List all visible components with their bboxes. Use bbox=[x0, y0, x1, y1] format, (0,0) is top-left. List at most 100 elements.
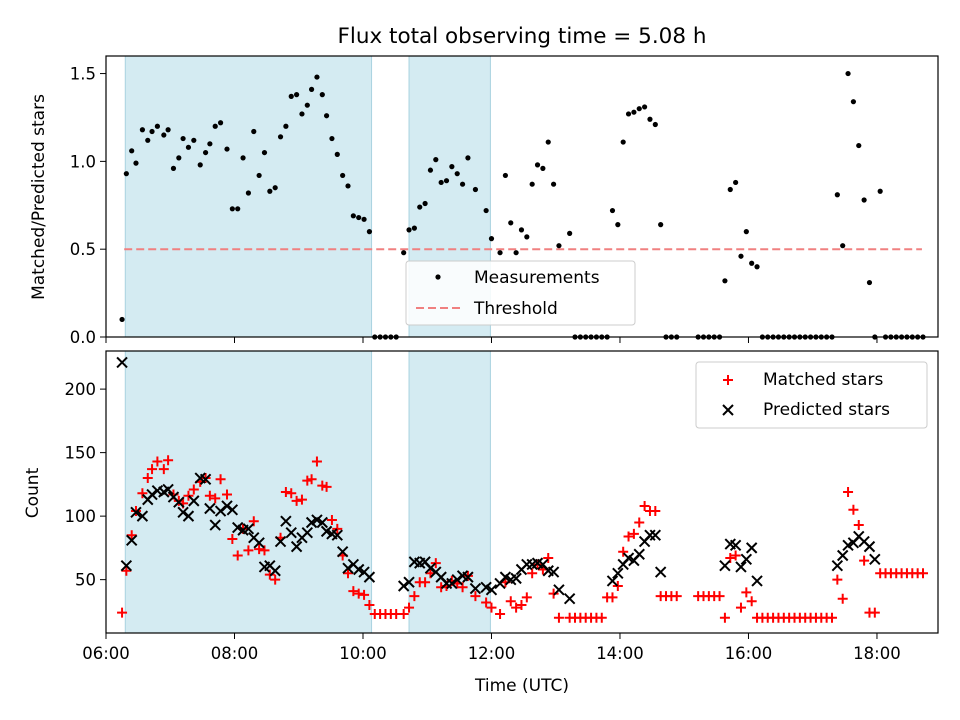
matched-star-point bbox=[918, 568, 929, 579]
matched-star-point bbox=[618, 546, 629, 557]
measurement-point bbox=[406, 227, 412, 233]
observing-interval-shade bbox=[124, 55, 373, 338]
measurement-point bbox=[647, 116, 653, 122]
x-tick-label: 16:00 bbox=[725, 644, 773, 663]
predicted-star-point bbox=[649, 529, 662, 541]
predicted-star-point bbox=[612, 567, 624, 580]
matched-star-point bbox=[409, 591, 420, 602]
matched-star-point bbox=[848, 504, 859, 515]
matched-star-point bbox=[126, 530, 137, 541]
predicted-star-point bbox=[146, 488, 158, 501]
measurement-point bbox=[540, 165, 546, 171]
measurement-point bbox=[251, 128, 257, 135]
measurement-point bbox=[288, 93, 294, 99]
bottom-panel: 06:00 08:00 10:00 12:00 14:00 16:00 18:00 50 10… bbox=[23, 350, 939, 696]
measurement-point bbox=[722, 278, 728, 284]
predicted-star-point bbox=[331, 529, 343, 541]
measurement-point bbox=[176, 155, 182, 161]
measurement-point bbox=[658, 222, 664, 228]
measurement-point bbox=[866, 279, 873, 286]
measurement-point bbox=[727, 186, 733, 193]
predicted-star-point bbox=[188, 495, 200, 507]
matched-star-point bbox=[719, 612, 730, 623]
y-tick-label: 200 bbox=[65, 380, 97, 399]
measurement-point bbox=[197, 162, 203, 168]
matched-star-point bbox=[291, 495, 302, 506]
predicted-star-point bbox=[120, 559, 133, 572]
predicted-star-point bbox=[199, 473, 212, 486]
measurement-point bbox=[304, 102, 310, 108]
measurement-point bbox=[615, 222, 621, 228]
predicted-star-point bbox=[735, 561, 747, 573]
matched-star-point bbox=[832, 574, 843, 585]
legend-label-threshold: Threshold bbox=[473, 299, 558, 319]
bottom-x-ticks: 06:00 08:00 10:00 12:00 14:00 16:00 18:00 bbox=[82, 633, 901, 663]
predicted-star-point bbox=[290, 540, 303, 553]
measurement-point bbox=[329, 135, 335, 142]
measurement-point bbox=[743, 229, 749, 235]
measurement-point bbox=[308, 86, 315, 92]
predicted-star-point bbox=[485, 584, 498, 596]
matched-star-point bbox=[188, 484, 199, 495]
measurement-point bbox=[245, 190, 252, 196]
predicted-star-point bbox=[606, 575, 619, 587]
measurement-point bbox=[534, 162, 541, 168]
matched-star-point bbox=[121, 565, 132, 576]
measurement-point bbox=[472, 186, 479, 193]
predicted-star-point bbox=[274, 535, 287, 548]
measurement-point bbox=[401, 250, 407, 256]
measurement-point bbox=[625, 111, 632, 117]
matched-star-point bbox=[158, 464, 169, 475]
matched-star-point bbox=[326, 514, 337, 525]
predicted-star-point bbox=[563, 592, 576, 605]
matched-star-point bbox=[843, 487, 854, 497]
predicted-star-point bbox=[280, 515, 292, 527]
matched-star-point bbox=[142, 473, 153, 484]
measurement-point bbox=[652, 121, 658, 128]
measurement-point bbox=[185, 144, 192, 150]
measurement-point bbox=[272, 185, 278, 191]
measurement-point bbox=[170, 165, 177, 171]
measurement-point bbox=[861, 197, 867, 203]
measurement-point bbox=[497, 250, 503, 256]
predicted-star-point bbox=[403, 576, 415, 588]
measurement-point bbox=[556, 243, 562, 249]
measurement-point bbox=[345, 183, 351, 189]
measurement-point bbox=[529, 181, 535, 187]
measurement-point bbox=[165, 127, 171, 133]
matched-star-point bbox=[436, 582, 447, 593]
predicted-star-point bbox=[654, 566, 667, 578]
matched-star-point bbox=[342, 568, 353, 579]
matched-star-point bbox=[735, 602, 746, 613]
measurement-point bbox=[299, 111, 305, 117]
predicted-star-point bbox=[125, 534, 138, 546]
matched-star-point bbox=[215, 474, 226, 485]
counts-layer bbox=[116, 356, 929, 623]
predicted-star-point bbox=[342, 562, 354, 574]
predicted-star-point bbox=[869, 553, 881, 566]
predicted-star-point bbox=[285, 526, 297, 539]
matched-star-point bbox=[650, 506, 661, 517]
predicted-star-point bbox=[397, 580, 410, 592]
predicted-star-point bbox=[722, 404, 734, 416]
matched-star-point bbox=[723, 375, 733, 385]
matched-star-point bbox=[837, 593, 848, 604]
x-tick-label: 14:00 bbox=[596, 644, 644, 663]
predicted-star-point bbox=[204, 502, 216, 515]
predicted-star-point bbox=[182, 510, 195, 522]
measurement-point bbox=[631, 109, 637, 115]
measurement-point bbox=[524, 234, 530, 240]
matched-star-point bbox=[152, 456, 163, 467]
predicted-star-point bbox=[316, 516, 329, 529]
predicted-star-point bbox=[221, 500, 233, 512]
measurement-point bbox=[129, 148, 135, 154]
matched-star-point bbox=[481, 597, 492, 608]
measurement-point bbox=[119, 316, 125, 323]
measurement-point bbox=[567, 230, 573, 236]
matched-star-point bbox=[470, 591, 481, 602]
predicted-star-point bbox=[301, 526, 314, 539]
legend-label-predicted-stars: Predicted stars bbox=[763, 400, 890, 420]
predicted-star-point bbox=[729, 539, 742, 552]
measurement-point bbox=[283, 123, 289, 129]
